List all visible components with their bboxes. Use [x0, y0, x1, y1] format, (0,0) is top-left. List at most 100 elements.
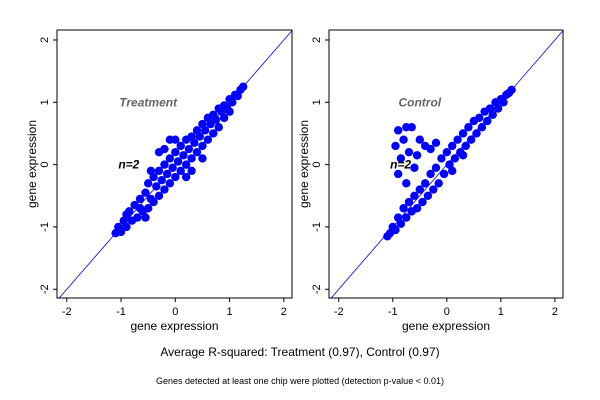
- data-point: [453, 135, 462, 144]
- panel-title: Treatment: [119, 95, 178, 109]
- data-point: [458, 129, 468, 138]
- x-tick-label: -1: [388, 306, 398, 318]
- data-point: [410, 191, 419, 200]
- data-point: [399, 204, 408, 213]
- data-point: [415, 185, 424, 194]
- data-point: [154, 191, 164, 200]
- data-point: [143, 179, 153, 188]
- data-point: [475, 113, 484, 123]
- points: [330, 30, 563, 298]
- data-point: [187, 166, 196, 176]
- data-point: [143, 204, 153, 213]
- x-tick-label: -2: [334, 306, 344, 318]
- y-tick-label: 0: [311, 162, 323, 168]
- data-point: [448, 166, 457, 176]
- data-point: [209, 129, 218, 138]
- sample-count: n=2: [118, 158, 139, 172]
- data-point: [404, 147, 414, 157]
- x-tick-label: 1: [227, 306, 233, 318]
- y-tick-label: -2: [39, 284, 51, 294]
- data-point: [176, 141, 185, 151]
- data-point: [439, 169, 449, 179]
- data-point: [431, 163, 441, 172]
- data-point: [399, 135, 408, 144]
- data-point: [418, 197, 427, 207]
- data-point: [171, 172, 180, 182]
- x-tick-label: 0: [172, 306, 178, 318]
- data-point: [426, 169, 435, 179]
- data-point: [228, 98, 237, 107]
- data-point: [181, 172, 191, 182]
- data-point: [412, 204, 422, 213]
- data-point: [141, 213, 150, 222]
- data-point: [442, 147, 452, 157]
- data-point: [165, 179, 175, 188]
- data-point: [160, 160, 169, 169]
- data-point: [135, 194, 145, 204]
- data-point: [171, 135, 180, 144]
- x-tick-label: 0: [444, 306, 450, 318]
- data-point: [160, 185, 169, 194]
- data-point: [219, 113, 229, 123]
- data-point: [146, 166, 156, 176]
- data-point: [396, 219, 406, 229]
- data-point: [176, 166, 185, 176]
- y-axis-label: gene expression: [297, 120, 311, 208]
- y-tick-label: 1: [39, 99, 51, 105]
- y-tick-label: -2: [311, 284, 323, 294]
- data-point: [133, 213, 142, 222]
- data-point: [154, 166, 164, 176]
- data-point: [393, 169, 403, 179]
- y-tick-label: 1: [311, 99, 323, 105]
- points: [58, 30, 292, 298]
- data-point: [391, 225, 400, 235]
- data-point: [458, 151, 468, 160]
- data-point: [181, 160, 191, 169]
- data-point: [429, 185, 438, 194]
- data-point: [225, 107, 234, 116]
- data-point: [412, 151, 422, 160]
- data-point: [122, 222, 131, 232]
- reference-line: [330, 30, 563, 298]
- data-point: [160, 144, 169, 154]
- data-point: [198, 154, 207, 163]
- data-point: [187, 154, 196, 163]
- x-tick-label: 2: [281, 306, 287, 318]
- data-point: [493, 104, 503, 113]
- y-tick-label: 2: [39, 37, 51, 43]
- y-axis-label: gene expression: [25, 120, 39, 208]
- x-tick-label: -2: [62, 306, 72, 318]
- data-point: [464, 123, 473, 132]
- data-point: [431, 138, 441, 148]
- data-point: [391, 141, 400, 151]
- data-point: [122, 210, 131, 219]
- data-point: [404, 197, 414, 207]
- data-point: [472, 129, 481, 138]
- panel-control: -2 -1 0 1 2 -2 -1 0 1 2 gene expression gene expres…: [297, 29, 564, 333]
- data-point: [448, 141, 457, 151]
- x-axis-label: gene expression: [402, 319, 490, 333]
- data-point: [434, 179, 443, 188]
- plot-frame: [328, 29, 564, 299]
- data-point: [420, 179, 430, 188]
- data-point: [450, 154, 460, 163]
- footnote: Genes detected at least one chip were pl…: [156, 376, 444, 386]
- data-point: [407, 123, 416, 132]
- data-point: [171, 147, 180, 157]
- data-point: [410, 163, 419, 172]
- data-point: [499, 98, 508, 107]
- data-point: [211, 115, 221, 124]
- data-point: [141, 188, 150, 197]
- data-point: [466, 135, 476, 144]
- data-point: [461, 141, 470, 151]
- data-point: [483, 116, 492, 126]
- y-tick-label: 0: [39, 162, 51, 168]
- x-tick-label: 2: [552, 306, 558, 318]
- x-tick-label: -1: [116, 306, 126, 318]
- caption: Average R-squared: Treatment (0.97), Con…: [160, 345, 439, 359]
- y-tick-label: 2: [311, 37, 323, 43]
- panel-title: Control: [398, 95, 441, 109]
- data-point: [415, 135, 424, 144]
- x-axis-label: gene expression: [130, 319, 218, 333]
- data-point: [393, 126, 403, 135]
